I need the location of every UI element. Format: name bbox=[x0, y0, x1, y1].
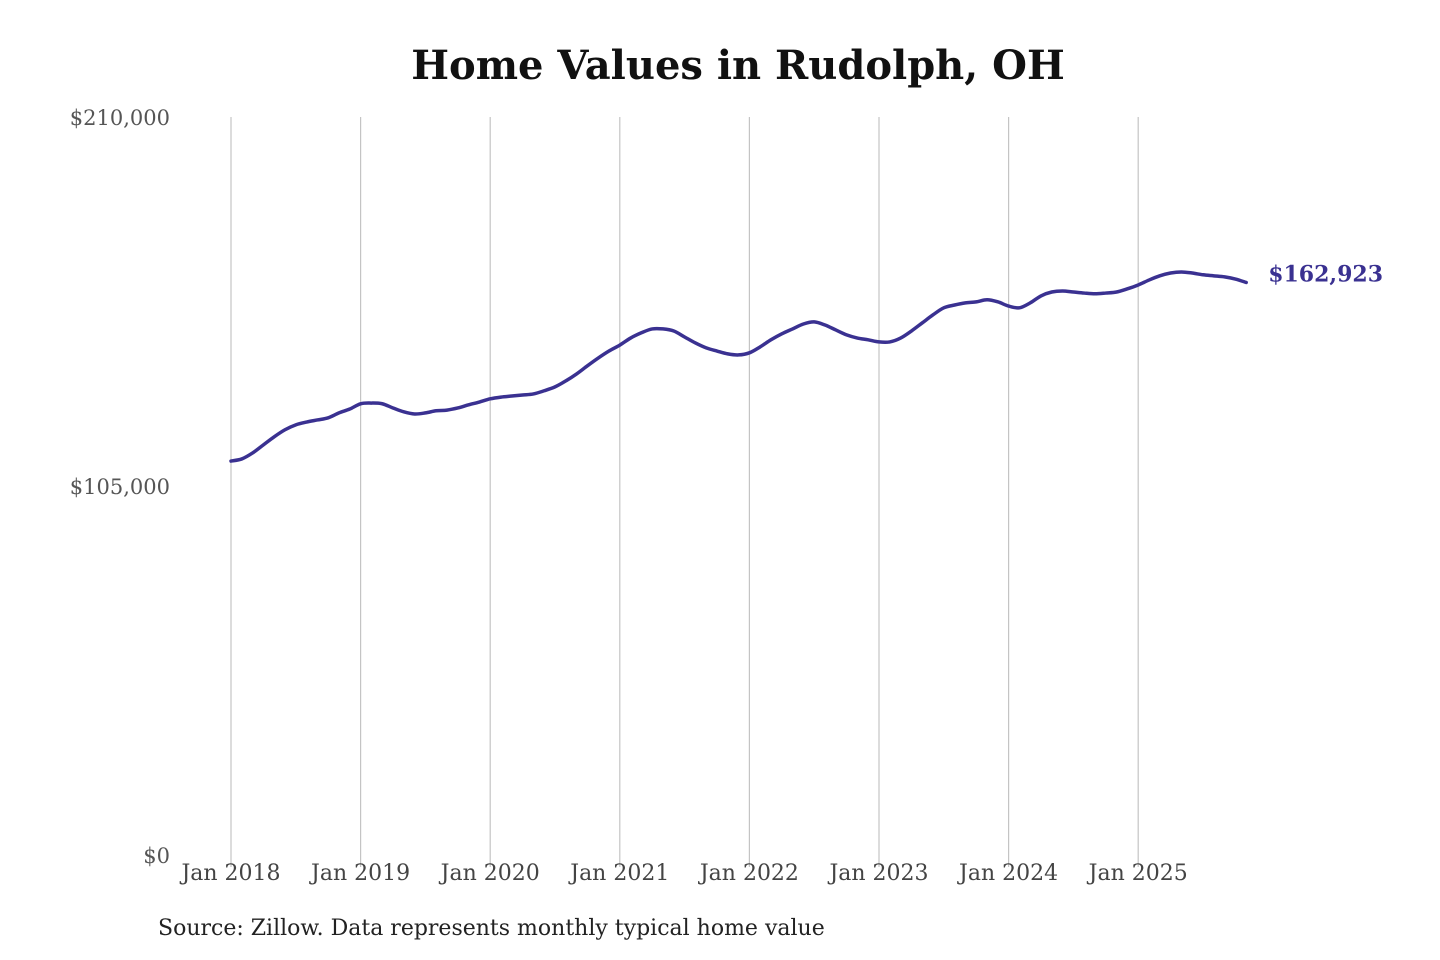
x-tick-label: Jan 2021 bbox=[568, 861, 669, 886]
x-tick-label: Jan 2024 bbox=[957, 861, 1058, 886]
x-tick-label: Jan 2020 bbox=[439, 861, 540, 886]
x-tick-label: Jan 2023 bbox=[827, 861, 928, 886]
y-tick-label: $210,000 bbox=[70, 106, 170, 130]
x-tick-label: Jan 2025 bbox=[1087, 861, 1188, 886]
series-line bbox=[229, 270, 1248, 463]
x-tick-label: Jan 2018 bbox=[179, 861, 280, 886]
chart-title: Home Values in Rudolph, OH bbox=[411, 42, 1065, 89]
source-note: Source: Zillow. Data represents monthly … bbox=[158, 916, 825, 941]
end-value-label: $162,923 bbox=[1268, 261, 1383, 287]
x-tick-label: Jan 2022 bbox=[698, 861, 799, 886]
y-tick-label: $105,000 bbox=[70, 475, 170, 499]
y-tick-label: $0 bbox=[143, 844, 170, 868]
x-tick-label: Jan 2019 bbox=[309, 861, 410, 886]
